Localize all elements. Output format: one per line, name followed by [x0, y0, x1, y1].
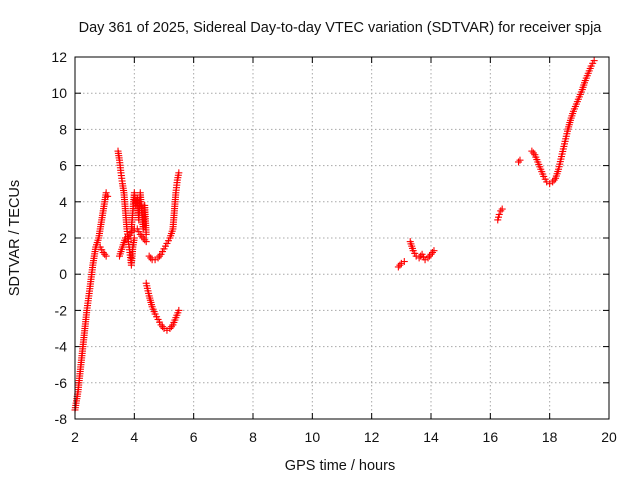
y-tick-label: 10	[51, 85, 67, 101]
x-tick-label: 12	[364, 429, 380, 445]
y-tick-label: -8	[55, 411, 68, 427]
y-tick-label: 6	[59, 158, 67, 174]
data-point	[430, 247, 438, 255]
x-tick-label: 18	[542, 429, 558, 445]
x-tick-label: 14	[423, 429, 439, 445]
y-tick-label: 2	[59, 230, 67, 246]
x-tick-label: 20	[601, 429, 617, 445]
data-point	[175, 169, 183, 177]
y-tick-label: -6	[55, 375, 68, 391]
data-point	[104, 192, 112, 200]
data-point	[590, 57, 598, 65]
data-point	[497, 207, 505, 215]
y-axis-ticks: -8 -6 -4 -2 0 2 4 6 8 10 12	[51, 49, 609, 427]
x-axis-label: GPS time / hours	[285, 458, 395, 474]
x-tick-label: 8	[249, 429, 257, 445]
y-tick-label: -4	[55, 339, 68, 355]
x-tick-label: 2	[71, 429, 79, 445]
grid	[75, 57, 609, 419]
x-tick-label: 10	[305, 429, 321, 445]
y-tick-label: -2	[55, 302, 68, 318]
x-tick-label: 16	[483, 429, 499, 445]
data-point	[175, 306, 183, 314]
data-point	[130, 234, 138, 242]
data-point	[498, 205, 506, 213]
data-point	[516, 156, 524, 164]
data-point	[142, 230, 150, 238]
data-point-sample	[396, 261, 404, 269]
y-tick-label: 8	[59, 121, 67, 137]
y-axis-label: SDTVAR / TECUs	[7, 180, 23, 296]
data-point	[515, 158, 523, 166]
x-tick-label: 4	[130, 429, 138, 445]
data-point-sample	[147, 254, 155, 262]
data-point	[102, 252, 110, 260]
data-point	[142, 238, 150, 246]
y-tick-label: 4	[59, 194, 67, 210]
data-point	[102, 189, 110, 197]
data-point	[495, 210, 503, 218]
x-tick-label: 6	[190, 429, 198, 445]
data-points	[71, 57, 598, 414]
plot-frame	[74, 56, 610, 420]
x-axis-ticks: 2 4 6 8 10 12 14 16 18 20	[71, 57, 617, 445]
y-tick-label: 12	[51, 49, 67, 65]
y-tick-label: 0	[59, 266, 67, 282]
data-point	[400, 258, 408, 266]
chart-title: Day 361 of 2025, Sidereal Day-to-day VTE…	[79, 20, 603, 36]
